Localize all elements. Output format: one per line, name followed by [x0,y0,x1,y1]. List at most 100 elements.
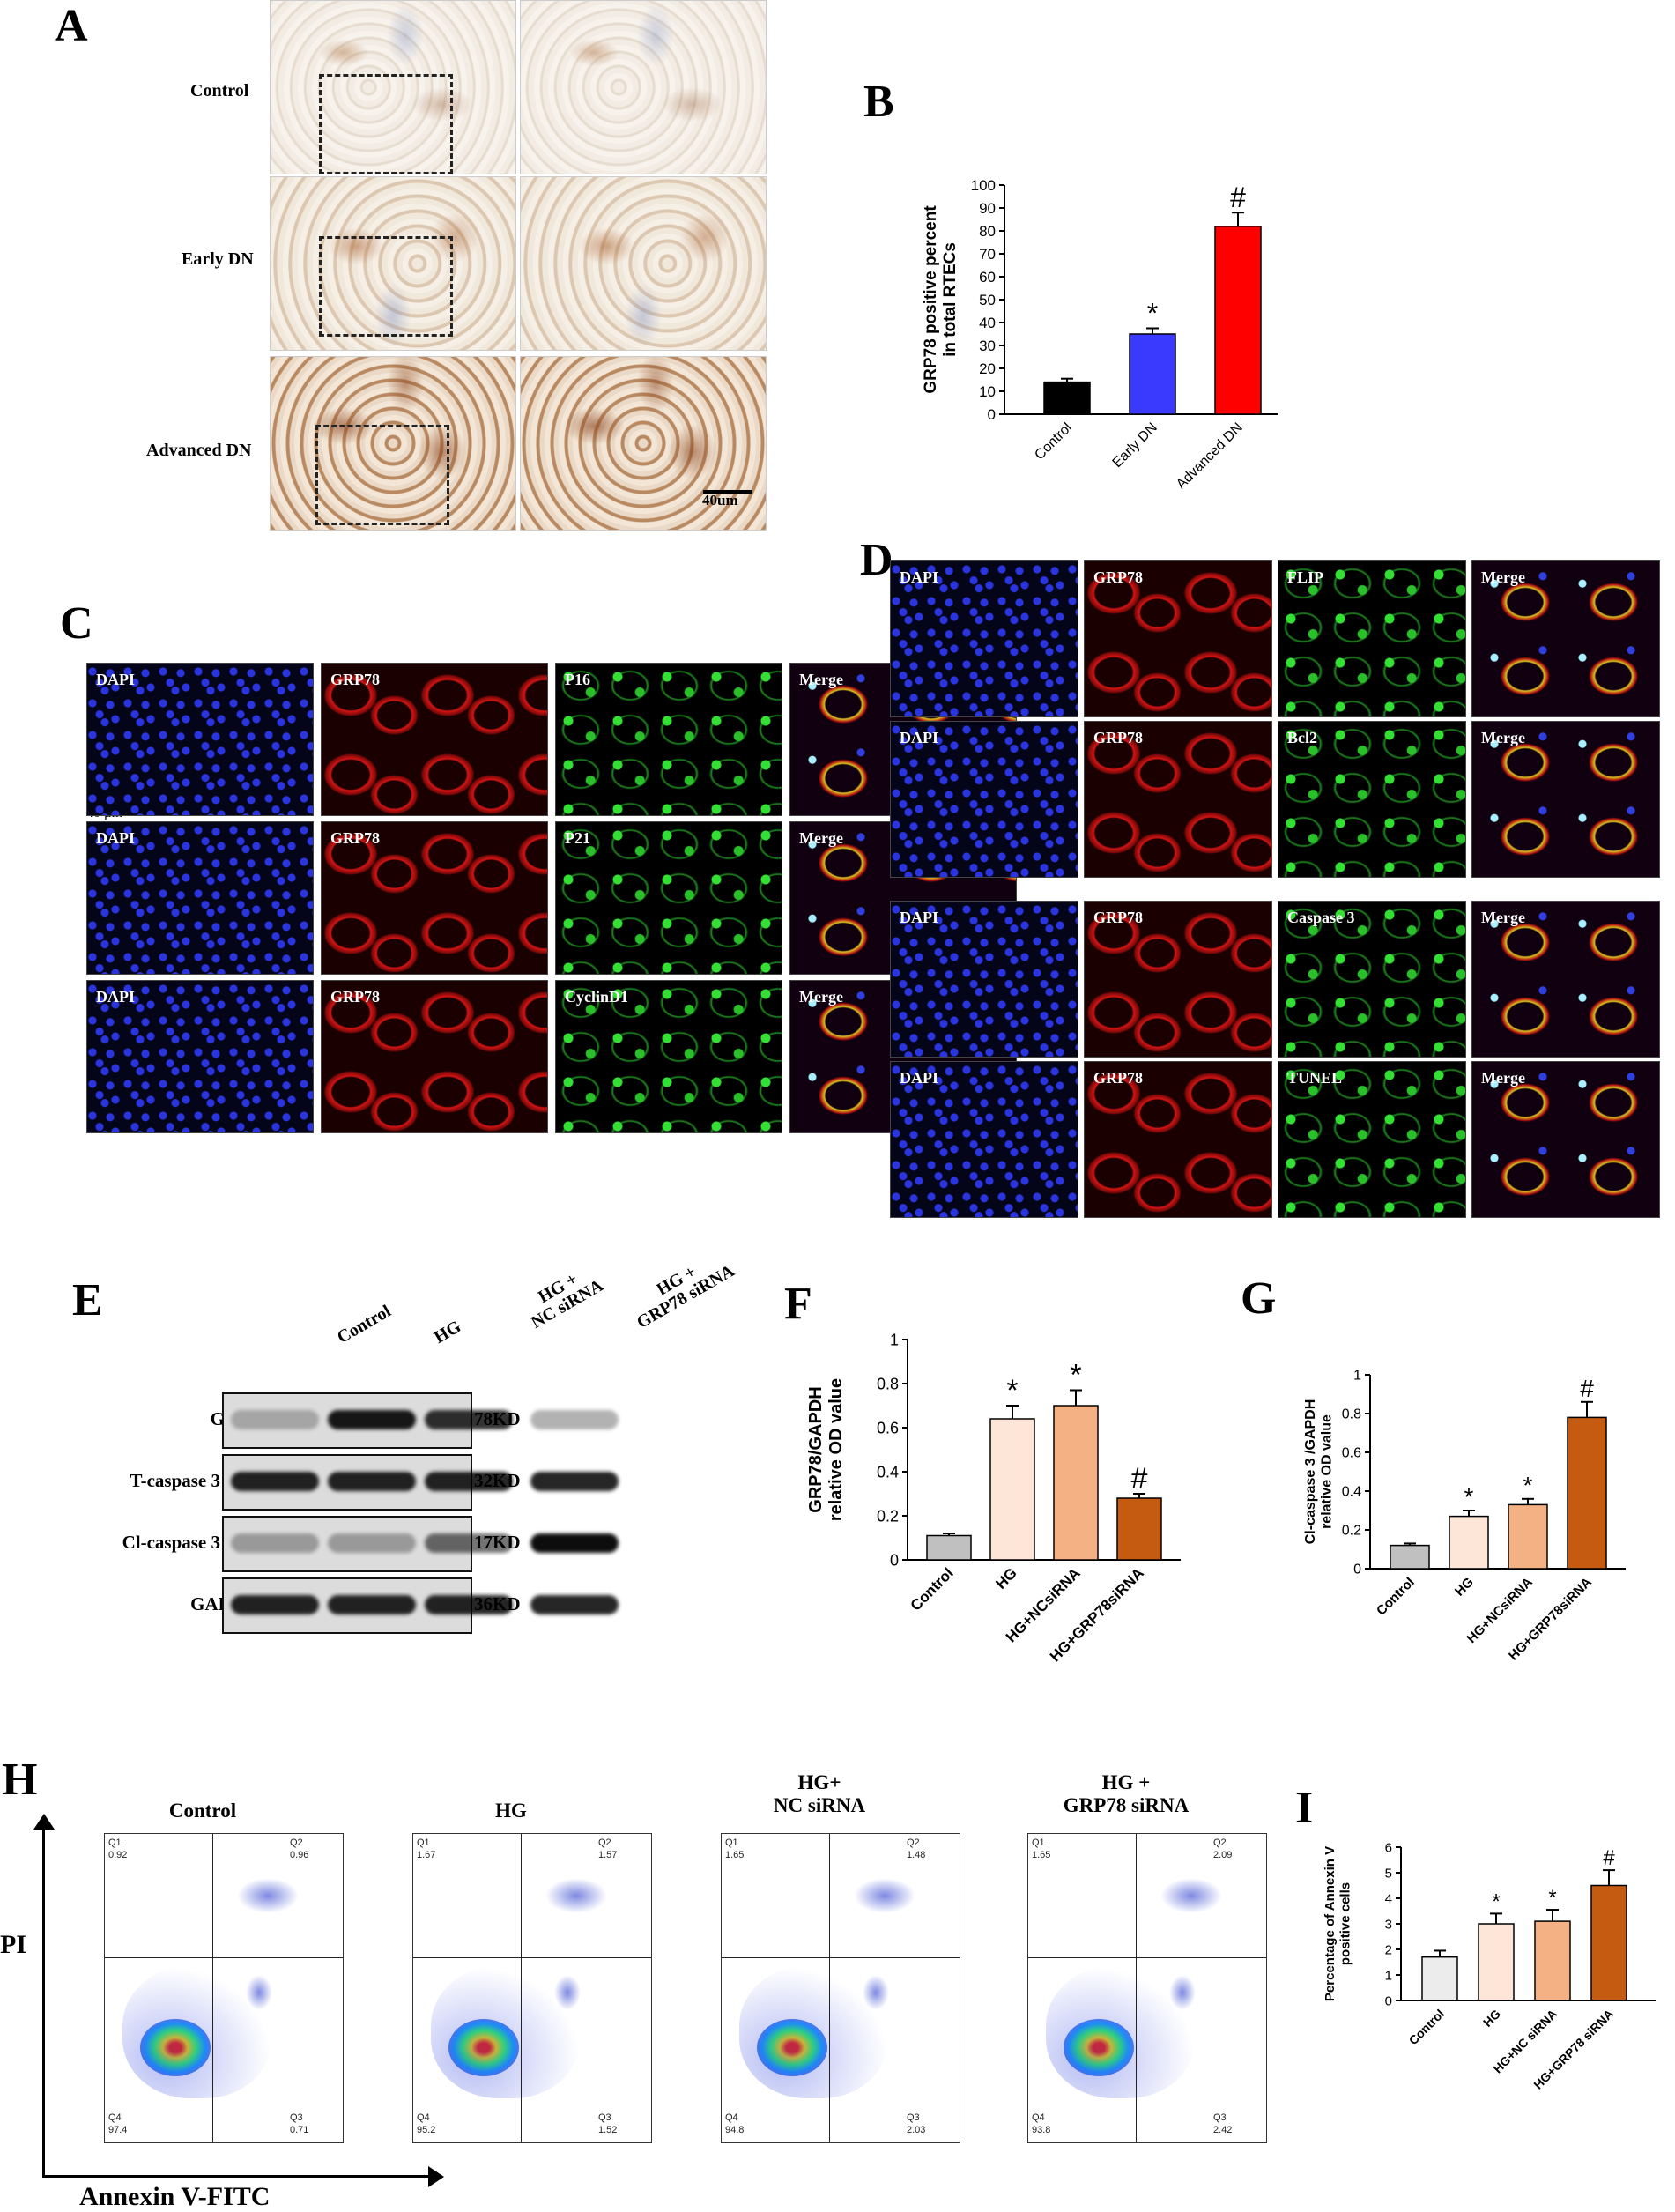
panel-letter-a: A [55,1,88,51]
y-tick-label: 10 [979,383,996,400]
quadrant-label: Q4 [725,2112,738,2123]
blot-strip [222,1516,619,1572]
quadrant-label: Q4 [417,2112,430,2123]
y-tick-label: 0 [1385,1993,1392,2008]
bar-3 [1116,1497,1162,1561]
lane-label-line1: Control [334,1301,395,1347]
y-tick-label: 0.2 [1342,1524,1361,1539]
scatter-cluster [1169,1975,1196,2010]
if-tile-1-0: DAPI [86,821,314,975]
quadrant-value: 1.57 [598,1850,618,1860]
quadrant-label: Q3 [598,2112,611,2123]
gate-vertical [212,1834,213,2142]
y-tick-label: 2 [1385,1942,1392,1957]
bar-1 [1449,1515,1489,1570]
if-tile-2-0: DAPI [890,901,1078,1058]
x-tick-label: Control [1032,420,1074,463]
y-tick-label: 4 [1385,1891,1392,1906]
blot-strip [222,1577,619,1634]
bar-1 [1478,1923,1515,2001]
channel-label: Merge [1481,909,1525,926]
gate-horizontal [722,1957,960,1958]
quadrant-label: Q1 [108,1837,122,1848]
y-tick-label: 0.6 [1342,1446,1361,1461]
bar-2 [1534,1920,1571,2001]
ihc-advanced-low [270,356,516,531]
band [530,1410,619,1429]
channel-label: TUNEL [1287,1069,1343,1087]
scatter-cluster [554,1975,581,2010]
channel-label: DAPI [900,729,938,746]
channel-label: CyclinD1 [565,988,628,1006]
significance-mark: * [1070,1359,1081,1392]
scatter-cluster [246,1975,272,2010]
row-label-control: Control [190,81,249,100]
mw-label: 17KD [474,1532,521,1553]
significance-mark: * [1548,1886,1556,1910]
quadrant-value: 1.48 [907,1850,926,1860]
y-tick-label: 1 [890,1331,899,1348]
y-tick-label: 60 [979,269,996,286]
if-tile-0-1: GRP78 [321,663,548,816]
if-tile-1-1: GRP78 [321,821,548,975]
quadrant-label: Q4 [108,2112,122,2123]
y-tick-label: 0.2 [877,1507,899,1525]
lane-label-line1: HG [431,1317,464,1347]
y-axis-title: PI [0,1930,26,1959]
quadrant-label: Q1 [417,1837,430,1848]
scatter-cluster [237,1878,299,1913]
scatter-cluster [545,1878,607,1913]
if-grid-c: DAPI GRP78 P16 Merge DAPI GRP78 P21 Merge DAPI GR… [86,663,1024,1133]
band [328,1533,416,1553]
y-tick-label: 30 [979,338,996,354]
band [530,1533,619,1553]
band [328,1595,416,1614]
pi-axis-line [42,1824,45,2177]
lane-label: HG + NC siRNA [519,1260,606,1332]
flow-title: HG + GRP78 siRNA [1038,1771,1214,1818]
density-population [140,2019,211,2076]
flow-title: HG [423,1800,599,1822]
mw-label: 32KD [474,1470,521,1491]
flow-title-line2: GRP78 siRNA [1063,1794,1190,1817]
flow-plot: Q1 1.65 Q2 2.09 Q3 2.42 Q4 93.8 [1027,1833,1267,2143]
quadrant-label: Q3 [290,2112,303,2123]
quadrant-label: Q3 [1213,2112,1227,2123]
lane-label: Control [334,1301,395,1347]
if-tile-2-2: CyclinD1 [555,980,782,1133]
channel-label: GRP78 [330,829,380,847]
channel-label: Merge [799,988,843,1006]
y-tick-label: 0 [1353,1563,1361,1577]
channel-label: Merge [799,671,843,688]
protein-label: Cl-caspase 3 [122,1532,220,1553]
bar-3 [1590,1884,1627,2001]
y-tick-label: 40 [979,315,996,331]
channel-label: Merge [799,829,843,847]
y-tick-label: 0.4 [1342,1485,1361,1500]
if-tile-2-0: DAPI [86,980,314,1133]
if-tile-0-1: GRP78 [1084,560,1272,717]
ihc-early-low [270,176,516,351]
bar-0 [1390,1544,1430,1570]
ihc-early-high [520,176,767,351]
band [231,1595,319,1614]
significance-mark: * [1006,1374,1018,1407]
quadrant-value: 0.96 [290,1850,309,1860]
scatter-cluster [1160,1878,1222,1913]
bar-2 [1214,226,1262,415]
channel-label: GRP78 [330,988,380,1006]
if-tile-2-2: Caspase 3 [1278,901,1466,1058]
flow-title-line1: HG+ [797,1771,841,1793]
y-tick-label: 80 [979,223,996,240]
y-tick-label: 0 [890,1551,899,1569]
x-tick-label: Control [908,1564,957,1614]
if-tile-0-2: FLIP [1278,560,1466,717]
y-axis-title: GRP78/GAPDHrelative OD value [806,1378,846,1521]
y-tick-label: 20 [979,360,996,377]
y-tick-label: 1 [1353,1369,1361,1384]
x-tick-label: Early DN [1110,420,1160,471]
x-tick-label: HG [992,1564,1019,1592]
y-tick-label: 3 [1385,1917,1392,1932]
density-population [1064,2019,1134,2076]
y-tick-label: 90 [979,200,996,217]
